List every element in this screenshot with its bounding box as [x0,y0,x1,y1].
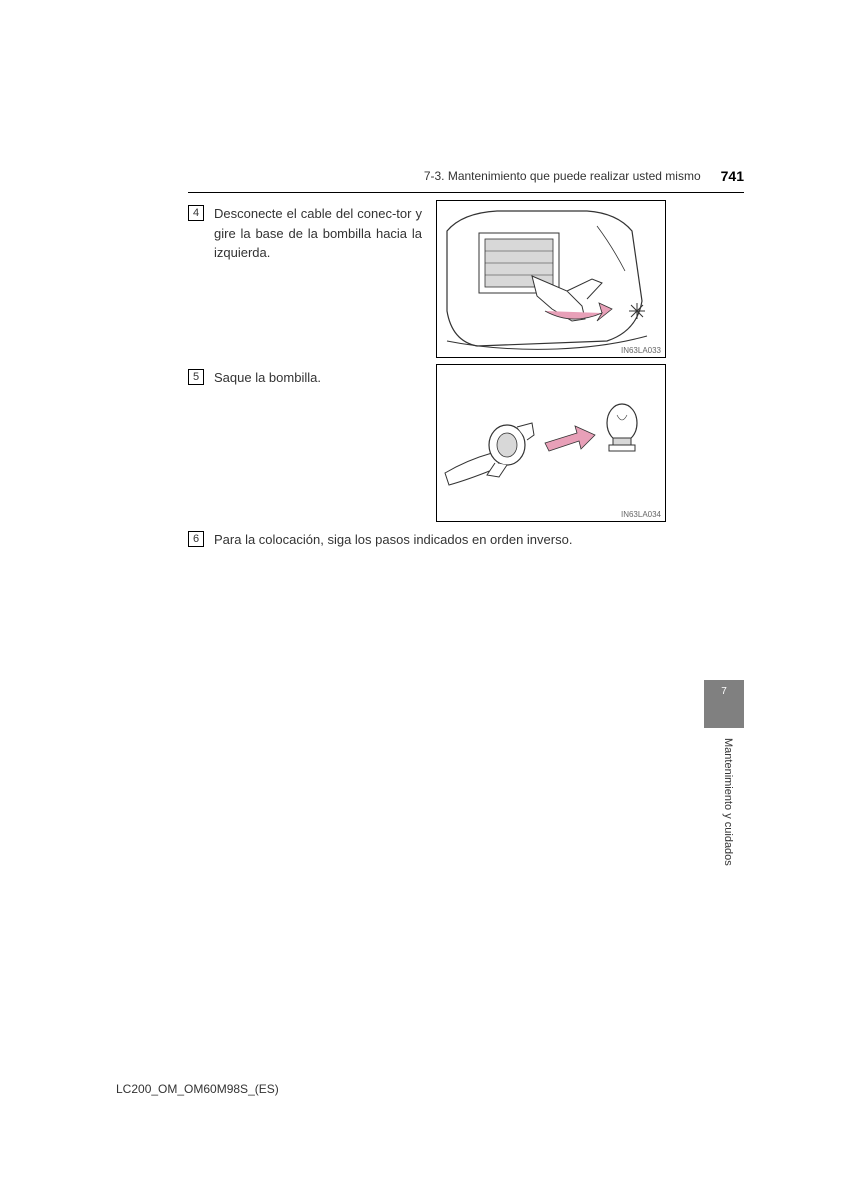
header-rule [188,192,744,193]
step-number-box: 6 [188,531,204,547]
diagram-connector [437,201,667,359]
step-text: Para la colocación, siga los pasos indic… [214,530,744,550]
step-row: 6 Para la colocación, siga los pasos ind… [188,530,744,550]
diagram-bulb [437,365,667,523]
section-label: 7-3. Mantenimiento que puede realizar us… [424,169,701,183]
figure-step-5: IN63LA034 [436,364,666,522]
chapter-number: 7 [721,686,727,697]
figure-code: IN63LA033 [621,346,661,355]
step-number: 4 [193,207,199,219]
page-number: 741 [721,168,744,184]
footer-code: LC200_OM_OM60M98S_(ES) [116,1082,279,1096]
step-text: Desconecte el cable del conec-tor y gire… [214,204,422,263]
step-number-box: 4 [188,205,204,221]
step-number: 5 [193,371,199,383]
chapter-label: Mantenimiento y cuidados [722,738,734,866]
step-number-box: 5 [188,369,204,385]
figure-step-4: IN63LA033 [436,200,666,358]
step-text: Saque la bombilla. [214,368,422,388]
step-number: 6 [193,533,199,545]
figure-code: IN63LA034 [621,510,661,519]
chapter-tab: 7 [704,680,744,728]
page-header: 7-3. Mantenimiento que puede realizar us… [188,168,744,190]
